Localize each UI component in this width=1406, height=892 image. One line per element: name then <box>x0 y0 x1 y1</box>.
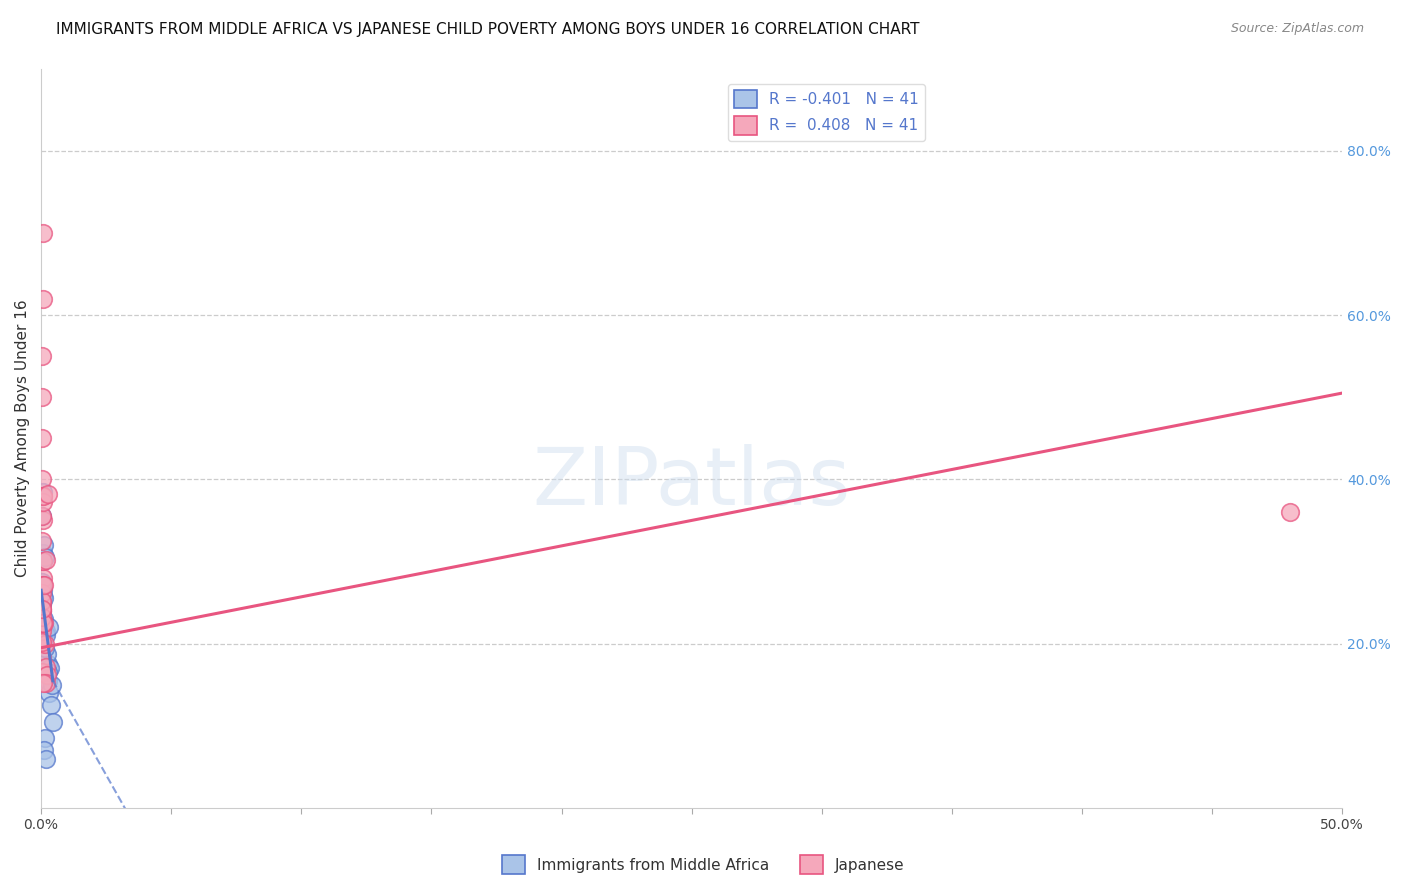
Point <box>37 487 59 501</box>
Text: Source: ZipAtlas.com: Source: ZipAtlas.com <box>1230 22 1364 36</box>
Point <box>31 587 53 601</box>
Point <box>32 489 55 503</box>
Point <box>32 624 55 639</box>
Point <box>31 665 53 680</box>
Point <box>31 390 53 404</box>
Point <box>31 594 53 608</box>
Point <box>31 614 53 628</box>
Point <box>31 472 53 486</box>
Point <box>38 620 60 634</box>
Point <box>32 616 55 631</box>
Point <box>31 637 53 651</box>
Point <box>31 554 53 568</box>
Point <box>31 583 53 598</box>
Text: ZIPatlas: ZIPatlas <box>533 443 851 522</box>
Point <box>32 292 55 306</box>
Point <box>32 589 55 603</box>
Legend: Immigrants from Middle Africa, Japanese: Immigrants from Middle Africa, Japanese <box>495 849 911 880</box>
Point <box>39 698 62 713</box>
Point <box>31 616 53 631</box>
Point <box>31 575 53 590</box>
Point <box>32 624 55 639</box>
Point <box>31 616 53 631</box>
Point <box>31 610 53 624</box>
Point <box>32 554 55 568</box>
Point <box>42 714 65 729</box>
Point <box>31 620 53 634</box>
Point <box>37 657 59 672</box>
Point <box>31 676 53 690</box>
Point <box>31 579 53 593</box>
Point <box>32 577 55 591</box>
Point <box>38 686 60 700</box>
Point <box>31 596 53 610</box>
Point <box>31 604 53 618</box>
Point <box>31 546 53 560</box>
Point <box>31 577 53 591</box>
Point <box>31 602 53 616</box>
Point <box>37 673 59 688</box>
Point <box>31 431 53 445</box>
Point <box>32 640 55 655</box>
Point <box>32 513 55 527</box>
Y-axis label: Child Poverty Among Boys Under 16: Child Poverty Among Boys Under 16 <box>15 300 30 577</box>
Point <box>31 585 53 599</box>
Point <box>34 640 56 655</box>
Point <box>32 743 55 757</box>
Point <box>31 602 53 616</box>
Point <box>1279 505 1302 519</box>
Point <box>31 597 53 611</box>
Point <box>34 637 56 651</box>
Legend: R = -0.401   N = 41, R =  0.408   N = 41: R = -0.401 N = 41, R = 0.408 N = 41 <box>728 84 925 141</box>
Point <box>37 665 59 680</box>
Point <box>35 553 58 567</box>
Point <box>32 484 55 499</box>
Point <box>32 577 55 591</box>
Point <box>32 591 55 606</box>
Point <box>31 509 53 524</box>
Point <box>31 604 53 618</box>
Point <box>31 650 53 665</box>
Point <box>31 624 53 639</box>
Point <box>35 752 58 766</box>
Point <box>32 612 55 626</box>
Point <box>31 591 53 606</box>
Point <box>32 495 55 509</box>
Point <box>31 571 53 585</box>
Point <box>32 616 55 631</box>
Point <box>35 628 58 642</box>
Point <box>31 349 53 363</box>
Point <box>32 616 55 631</box>
Text: IMMIGRANTS FROM MIDDLE AFRICA VS JAPANESE CHILD POVERTY AMONG BOYS UNDER 16 CORR: IMMIGRANTS FROM MIDDLE AFRICA VS JAPANES… <box>56 22 920 37</box>
Point <box>41 678 63 692</box>
Point <box>34 676 56 690</box>
Point <box>35 668 58 682</box>
Point <box>31 509 53 524</box>
Point <box>31 594 53 608</box>
Point <box>34 550 56 565</box>
Point <box>32 632 55 647</box>
Point <box>32 538 55 552</box>
Point <box>31 489 53 503</box>
Point <box>35 647 58 661</box>
Point <box>35 659 58 673</box>
Point <box>39 661 62 675</box>
Point <box>35 624 58 639</box>
Point <box>32 226 55 240</box>
Point <box>34 731 56 746</box>
Point <box>31 596 53 610</box>
Point <box>31 533 53 548</box>
Point <box>31 635 53 649</box>
